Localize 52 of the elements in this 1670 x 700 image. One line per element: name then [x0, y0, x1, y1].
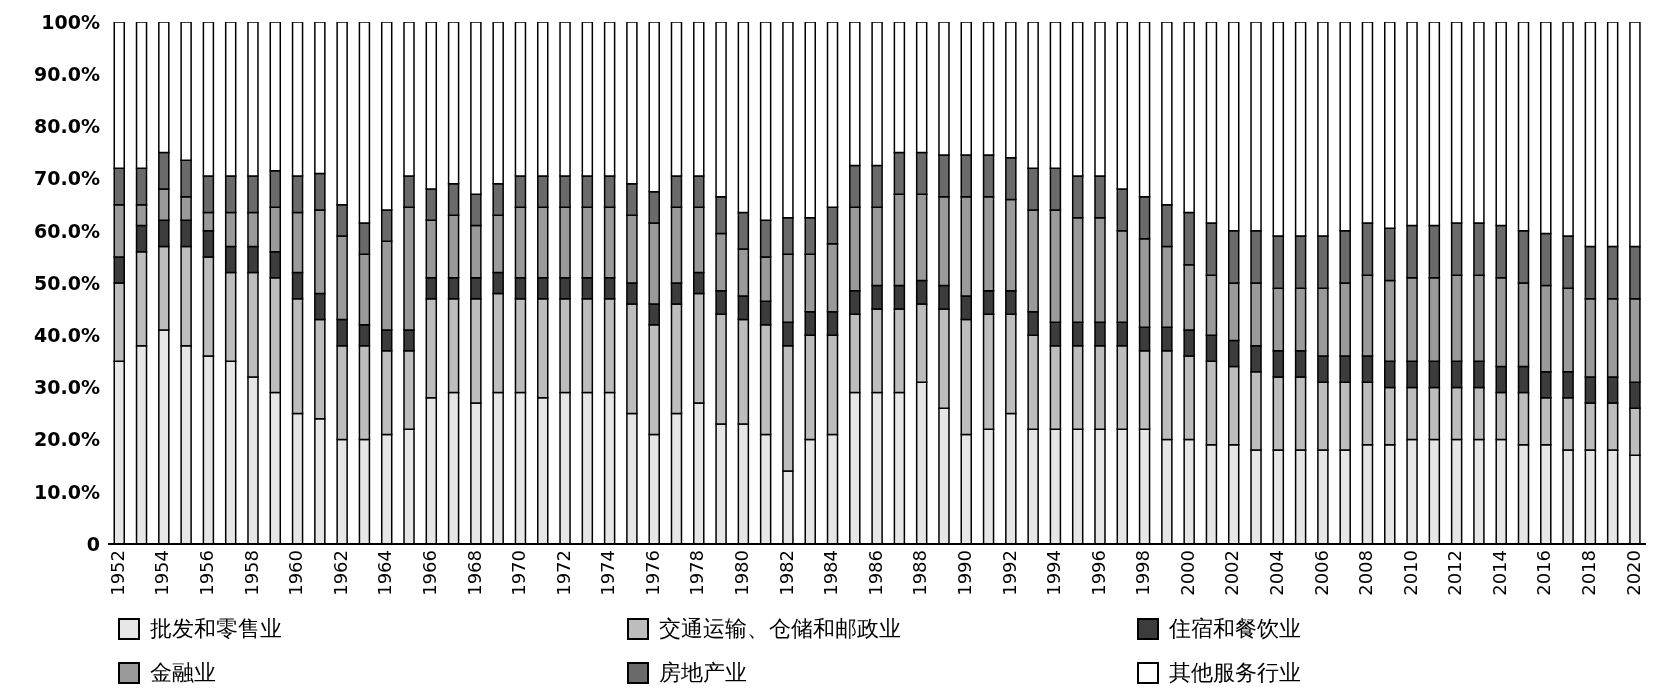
x-tick-label: 2018	[1578, 550, 1600, 596]
y-tick-label: 0	[86, 532, 100, 555]
x-tick-label: 1982	[775, 550, 797, 596]
x-tick-label: 1952	[106, 550, 128, 596]
x-tick-label: 1960	[285, 550, 307, 596]
y-tick-label: 40.0%	[34, 323, 100, 346]
x-tick-label: 2000	[1176, 550, 1198, 596]
x-tick-label: 1994	[1043, 550, 1065, 596]
legend-label: 交通运输、仓储和邮政业	[659, 615, 902, 643]
x-tick-label: 2010	[1399, 550, 1421, 596]
y-tick-label: 60.0%	[34, 219, 100, 242]
x-tick-label: 1974	[597, 550, 619, 596]
x-tick-label: 1976	[641, 550, 663, 596]
x-tick-label: 1954	[151, 550, 173, 596]
x-tick-label: 1972	[552, 550, 574, 596]
x-tick-label: 1998	[1132, 550, 1154, 596]
y-tick-label: 100%	[41, 10, 100, 33]
x-tick-label: 1992	[998, 550, 1020, 596]
x-tick-label: 2002	[1221, 550, 1243, 596]
x-tick-label: 1970	[508, 550, 530, 596]
x-tick-label: 2004	[1266, 550, 1287, 596]
x-tick-label: 2008	[1355, 550, 1377, 596]
x-tick-label: 1988	[909, 550, 931, 596]
x-tick-label: 1962	[329, 550, 351, 596]
legend-label: 房地产业	[659, 659, 748, 687]
legend-label: 批发和零售业	[150, 615, 282, 643]
x-tick-label: 1966	[418, 550, 440, 596]
legend-label: 其他服务行业	[1168, 659, 1301, 687]
x-tick-label: 2016	[1533, 550, 1555, 596]
y-tick-label: 90.0%	[34, 62, 100, 85]
x-tick-label: 1990	[953, 550, 975, 596]
y-tick-label: 80.0%	[34, 115, 100, 138]
y-tick-label: 50.0%	[34, 271, 100, 294]
x-tick-label: 1956	[196, 550, 218, 596]
y-tick-label: 70.0%	[34, 167, 100, 190]
x-tick-label: 1984	[820, 550, 842, 596]
x-tick-label: 2014	[1488, 550, 1510, 596]
x-tick-label: 1968	[463, 550, 485, 596]
x-tick-label: 2020	[1622, 550, 1644, 596]
y-tick-label: 20.0%	[34, 428, 100, 451]
y-tick-label: 10.0%	[34, 480, 100, 503]
x-tick-label: 1996	[1087, 550, 1109, 596]
legend-label: 金融业	[150, 659, 216, 687]
x-tick-label: 1978	[686, 550, 708, 596]
x-tick-label: 2006	[1310, 550, 1332, 596]
x-tick-label: 2012	[1444, 550, 1466, 596]
legend-label: 住宿和餐饮业	[1168, 615, 1301, 643]
x-tick-label: 1964	[374, 550, 396, 596]
x-tick-label: 1958	[240, 550, 262, 596]
x-tick-label: 1986	[864, 550, 886, 596]
y-tick-label: 30.0%	[34, 376, 100, 399]
x-tick-label: 1980	[731, 550, 753, 596]
